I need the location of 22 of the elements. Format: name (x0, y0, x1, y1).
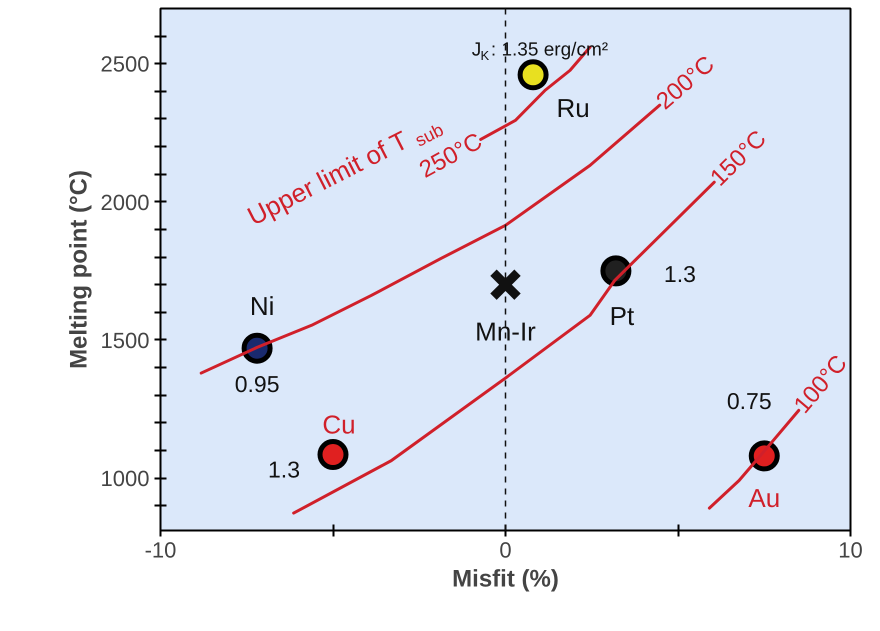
y-tick-label: 2500 (100, 52, 150, 77)
y-tick-label: 1000 (100, 466, 150, 492)
x-tick-label: 10 (838, 538, 863, 562)
point (318, 439, 348, 470)
y-tick-label: 1500 (100, 328, 150, 353)
point (488, 268, 522, 302)
annotation: Au (748, 482, 780, 513)
x-tick-label: -10 (144, 538, 176, 562)
annotation: 1.3 (664, 260, 696, 287)
annotation: Ni (250, 291, 274, 322)
x-tick-label: 0 (499, 538, 512, 562)
annotation: 1.3 (268, 456, 300, 483)
y-axis-title: Melting point (°C) (66, 170, 93, 369)
annotation: Cu (322, 410, 356, 440)
y-tick-label: 2000 (100, 190, 150, 215)
point (518, 59, 549, 90)
x-axis-title: Misfit (%) (452, 566, 559, 592)
annotation: 0.95 (234, 371, 280, 398)
annotation: 0.75 (726, 388, 772, 414)
annotation: Mn-Ir (475, 316, 536, 347)
annotation: Pt (610, 300, 635, 331)
annotation: Ru (556, 92, 590, 123)
